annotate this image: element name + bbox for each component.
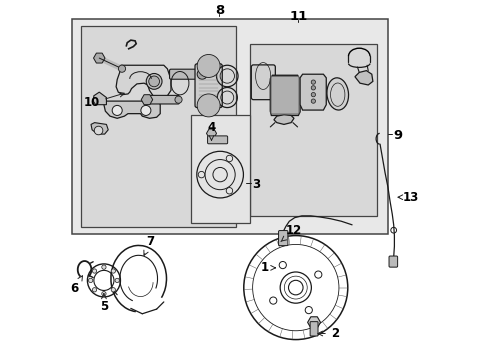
- Circle shape: [197, 94, 220, 117]
- Circle shape: [197, 54, 220, 77]
- Bar: [190, 116, 249, 223]
- Polygon shape: [93, 92, 106, 105]
- Text: 13: 13: [397, 191, 418, 204]
- FancyBboxPatch shape: [309, 321, 317, 336]
- Circle shape: [102, 292, 106, 296]
- FancyBboxPatch shape: [388, 256, 397, 267]
- Text: 10: 10: [84, 93, 124, 109]
- Polygon shape: [116, 65, 171, 98]
- Circle shape: [141, 105, 151, 116]
- Circle shape: [111, 269, 115, 273]
- Circle shape: [88, 278, 93, 283]
- Circle shape: [197, 69, 207, 79]
- Circle shape: [115, 278, 119, 283]
- Ellipse shape: [326, 78, 348, 110]
- Circle shape: [146, 73, 162, 89]
- Text: 2: 2: [317, 327, 338, 340]
- Circle shape: [310, 86, 315, 90]
- Polygon shape: [354, 71, 372, 85]
- Text: 12: 12: [280, 224, 302, 242]
- FancyBboxPatch shape: [207, 136, 227, 144]
- Circle shape: [310, 93, 315, 97]
- FancyBboxPatch shape: [278, 230, 287, 246]
- Circle shape: [198, 171, 204, 178]
- Polygon shape: [270, 75, 300, 116]
- Circle shape: [118, 65, 125, 72]
- Circle shape: [226, 155, 232, 162]
- Circle shape: [92, 269, 97, 273]
- Circle shape: [102, 265, 106, 269]
- Text: 11: 11: [288, 10, 307, 23]
- Circle shape: [111, 288, 115, 292]
- Text: 8: 8: [214, 4, 224, 17]
- Polygon shape: [300, 74, 325, 110]
- Text: 6: 6: [70, 276, 82, 295]
- Polygon shape: [91, 123, 108, 134]
- Circle shape: [310, 99, 315, 103]
- Circle shape: [92, 288, 97, 292]
- Circle shape: [310, 80, 315, 84]
- Circle shape: [148, 76, 159, 87]
- FancyBboxPatch shape: [270, 76, 298, 114]
- Text: 7: 7: [143, 235, 154, 255]
- FancyBboxPatch shape: [146, 95, 179, 104]
- Bar: [249, 44, 376, 216]
- Polygon shape: [273, 115, 293, 125]
- Bar: [72, 19, 387, 234]
- FancyBboxPatch shape: [251, 65, 275, 100]
- Circle shape: [226, 188, 232, 194]
- Circle shape: [175, 96, 182, 103]
- Text: 1: 1: [260, 261, 275, 274]
- Bar: [81, 26, 235, 226]
- Text: 5: 5: [100, 294, 108, 313]
- FancyBboxPatch shape: [195, 64, 222, 108]
- Text: 4: 4: [207, 121, 215, 140]
- FancyBboxPatch shape: [169, 69, 203, 79]
- Text: 9: 9: [393, 129, 402, 142]
- Polygon shape: [104, 101, 160, 118]
- Text: 3: 3: [252, 178, 260, 191]
- Circle shape: [112, 105, 122, 116]
- Circle shape: [94, 126, 102, 135]
